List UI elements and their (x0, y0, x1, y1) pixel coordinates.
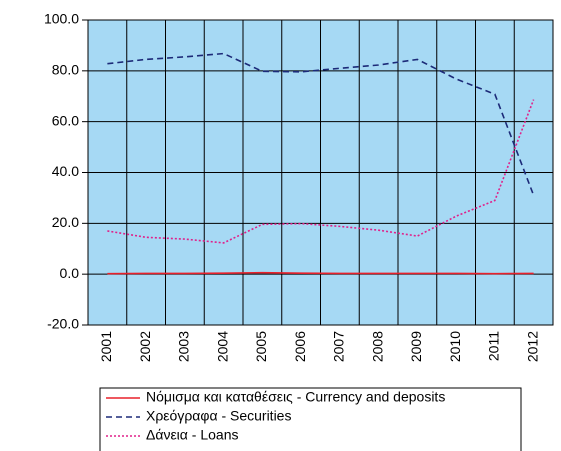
x-tick-label: 2007 (331, 331, 347, 362)
x-tick-label: 2009 (408, 331, 424, 362)
x-tick-label: 2011 (486, 331, 502, 361)
y-tick-label: 20.0 (52, 214, 79, 230)
x-tick-label: 2010 (447, 331, 463, 362)
legend-box (99, 387, 522, 451)
x-tick-label: 2004 (214, 331, 230, 362)
x-tick-label: 2001 (98, 331, 114, 362)
legend-label: Δάνεια - Loans (146, 427, 238, 443)
y-tick-label: 0.0 (60, 265, 80, 281)
x-tick-label: 2003 (176, 331, 192, 362)
y-tick-label: -20.0 (47, 316, 79, 332)
y-tick-label: 40.0 (52, 163, 79, 179)
legend-label: Χρεόγραφα - Securities (146, 408, 291, 424)
x-tick-label: 2006 (292, 331, 308, 362)
x-tick-label: 2008 (369, 331, 385, 362)
legend-label: Νόμισμα και καταθέσεις - Currency and de… (146, 389, 445, 405)
series-line (107, 271, 534, 275)
x-tick-label: 2005 (253, 331, 269, 362)
series-line (107, 52, 535, 196)
y-tick-label: 80.0 (52, 62, 79, 78)
y-tick-label: 100.0 (44, 11, 79, 27)
x-tick-label: 2002 (137, 331, 153, 362)
x-tick-label: 2012 (524, 331, 540, 362)
y-tick-label: 60.0 (52, 112, 79, 128)
